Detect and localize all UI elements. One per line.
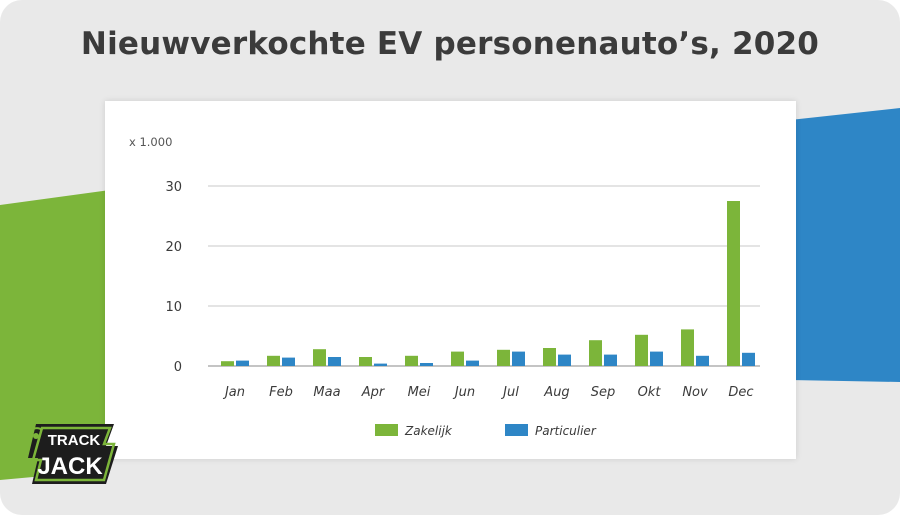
bar-zakelijk-apr	[359, 357, 372, 366]
bar-zakelijk-feb	[267, 355, 280, 366]
bar-zakelijk-nov	[681, 329, 694, 366]
logo-green-accent	[31, 426, 116, 482]
bar-particulier-jun	[466, 360, 479, 366]
logo-text-bottom: JACK	[37, 453, 103, 480]
bar-zakelijk-maa	[313, 349, 326, 366]
legend-label-zakelijk: Zakelijk	[404, 424, 453, 438]
legend-swatch-particulier	[505, 424, 528, 436]
bar-particulier-okt	[650, 351, 663, 366]
bar-particulier-maa	[328, 357, 341, 366]
x-tick-label: Okt	[638, 385, 662, 400]
x-tick-label: Sep	[591, 385, 616, 400]
bar-zakelijk-jan	[221, 361, 234, 366]
legend-label-particulier: Particulier	[535, 424, 597, 438]
blue-band-shape	[790, 108, 900, 382]
bar-zakelijk-mei	[405, 355, 418, 366]
x-tick-label: Feb	[269, 385, 293, 400]
signal-wave-icon	[29, 427, 43, 433]
logo-text-top: TRACK	[48, 432, 101, 449]
x-tick-label: Apr	[361, 385, 386, 400]
page-title: Nieuwverkochte EV personenauto’s, 2020	[80, 26, 820, 62]
legend-swatch-zakelijk	[375, 424, 398, 436]
x-tick-label: Jan	[222, 385, 245, 400]
green-band-shape	[0, 190, 110, 480]
x-tick-label: Maa	[313, 385, 340, 400]
bar-particulier-aug	[558, 354, 571, 366]
bar-particulier-dec	[742, 352, 755, 366]
y-tick-label: 20	[165, 240, 182, 255]
y-tick-label: 10	[165, 300, 182, 315]
bar-particulier-jul	[512, 351, 525, 366]
x-tick-label: Mei	[408, 385, 431, 400]
bar-particulier-nov	[696, 355, 709, 366]
bar-particulier-apr	[374, 363, 387, 366]
bar-particulier-sep	[604, 354, 617, 366]
bar-zakelijk-dec	[727, 201, 740, 366]
signal-dot-icon	[33, 433, 39, 439]
chart-panel: x 1.000 0 10 20 30 Jan Feb Maa Apr Mei Jun Jul Aug Se…	[105, 101, 796, 459]
bar-zakelijk-aug	[543, 348, 556, 366]
x-tick-label: Aug	[543, 385, 569, 400]
bar-particulier-jan	[236, 360, 249, 366]
bar-zakelijk-sep	[589, 340, 602, 366]
x-tick-label: Jul	[500, 385, 519, 400]
bar-particulier-mei	[420, 363, 433, 366]
bar-zakelijk-okt	[635, 334, 648, 366]
trackjack-logo: TRACK JACK	[28, 424, 118, 484]
y-tick-label: 30	[165, 180, 182, 195]
bar-zakelijk-jul	[497, 349, 510, 366]
bar-particulier-feb	[282, 357, 295, 366]
y-unit-label: x 1.000	[129, 135, 172, 149]
x-tick-label: Jun	[452, 385, 475, 400]
bar-zakelijk-jun	[451, 351, 464, 366]
x-tick-label: Dec	[728, 385, 753, 400]
logo-outline-shape	[28, 424, 118, 484]
x-tick-label: Nov	[682, 385, 708, 400]
y-tick-label: 0	[174, 360, 182, 375]
bar-chart: x 1.000 0 10 20 30 Jan Feb Maa Apr Mei Jun Jul Aug Se…	[129, 135, 760, 438]
